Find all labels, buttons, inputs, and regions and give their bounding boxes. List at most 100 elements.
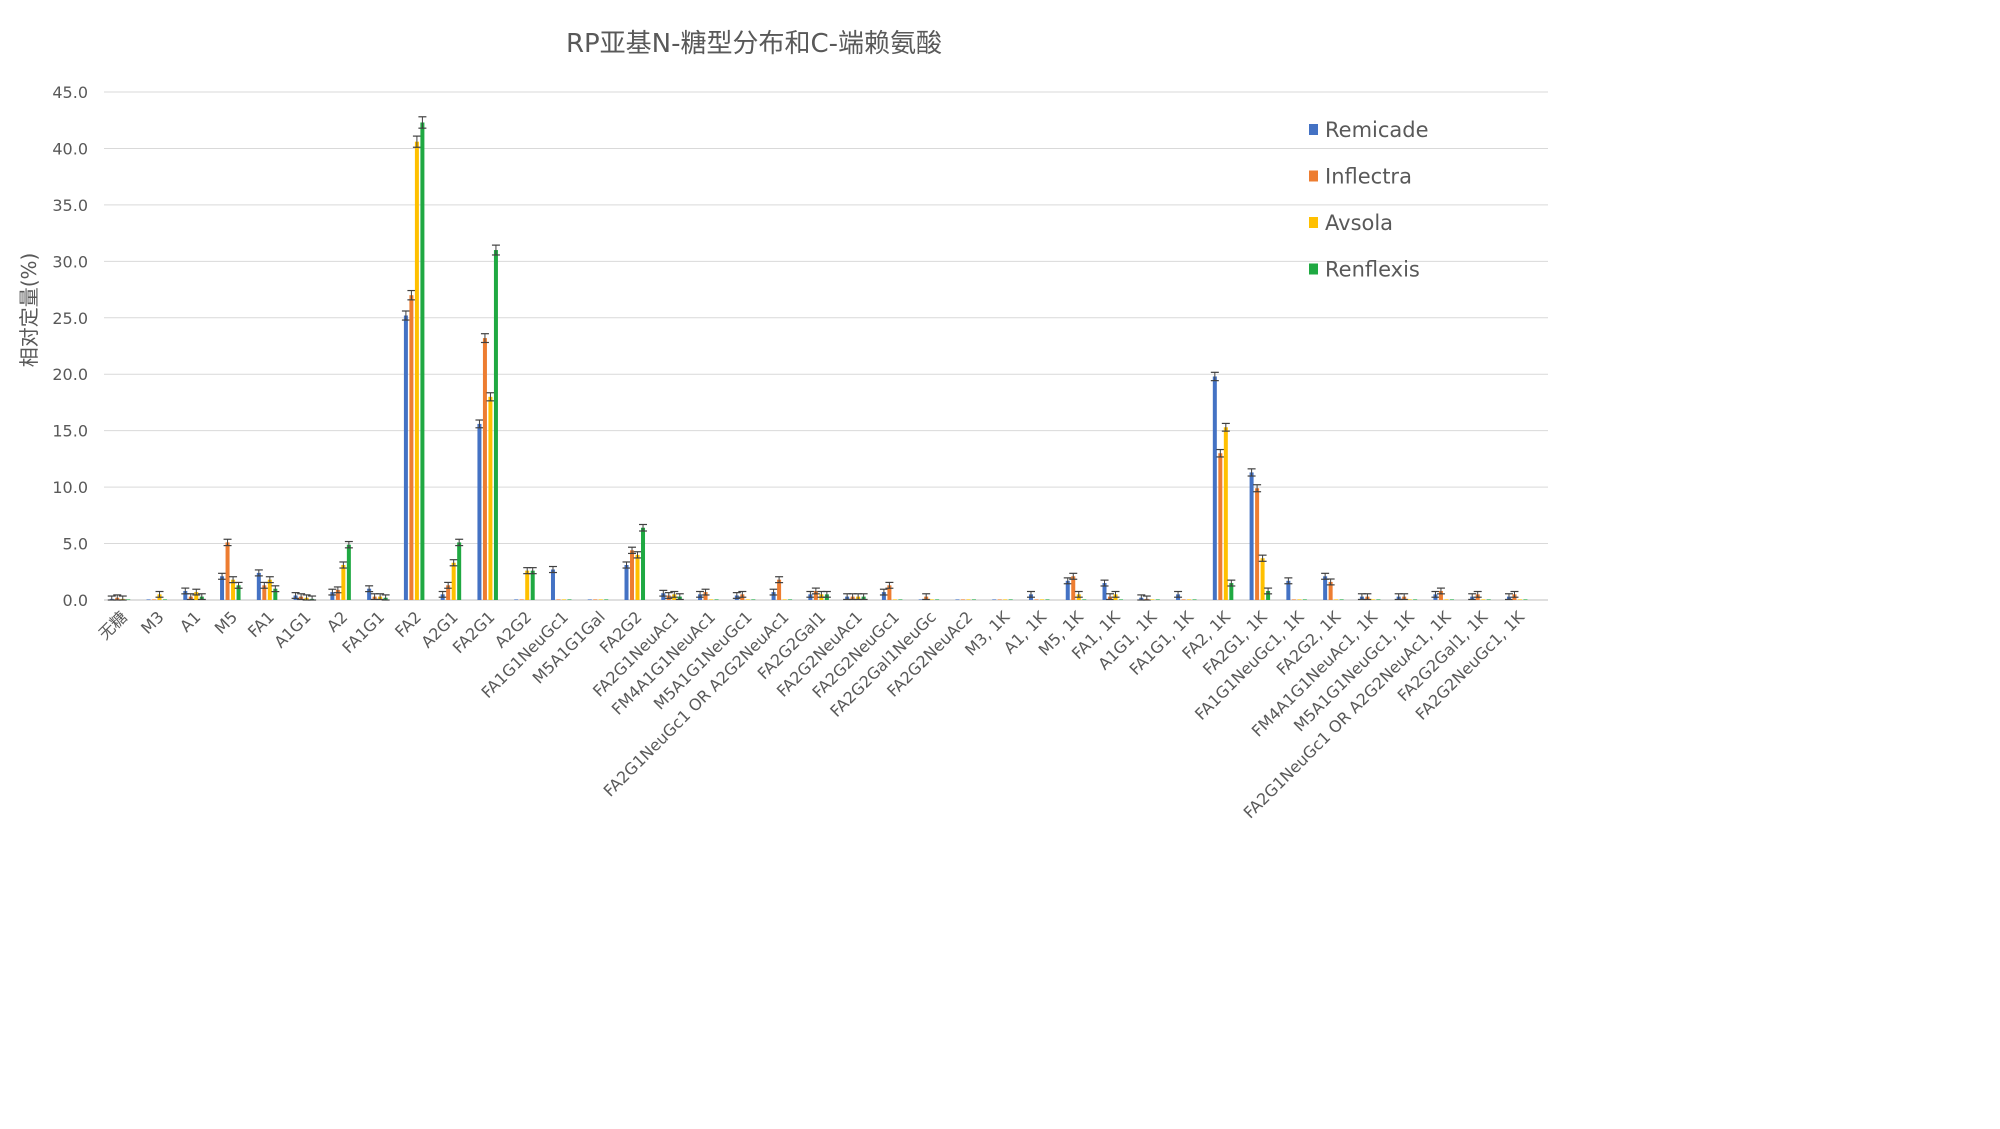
legend-label: Avsola <box>1325 211 1393 235</box>
legend-item: Inflectra <box>1309 165 1412 189</box>
bar <box>1229 583 1234 600</box>
bar <box>641 527 646 600</box>
bar <box>960 599 965 600</box>
bar <box>1339 599 1344 600</box>
bar <box>1449 599 1454 600</box>
bar <box>966 599 971 600</box>
chart-title: RP亚基N-糖型分布和C-端赖氨酸 <box>566 29 942 59</box>
y-tick-label: 35.0 <box>52 196 88 215</box>
bar <box>1218 453 1223 600</box>
bar <box>488 396 493 600</box>
bar <box>561 599 566 600</box>
x-tick-label: A1G1 <box>270 607 314 651</box>
y-tick-label: 10.0 <box>52 478 88 497</box>
bar <box>624 565 629 600</box>
bar <box>593 599 598 600</box>
bar <box>1102 583 1107 600</box>
bar <box>1523 599 1528 600</box>
bars <box>107 116 1528 601</box>
bar <box>598 599 603 600</box>
bar <box>530 570 535 600</box>
legend-label: Inflectra <box>1325 165 1412 189</box>
bar <box>420 122 425 600</box>
bar <box>935 599 940 600</box>
y-axis-title: 相对定量(%) <box>17 253 41 368</box>
bar <box>220 576 225 600</box>
bar <box>152 599 157 600</box>
bar <box>556 599 561 600</box>
bar <box>929 599 934 600</box>
bar <box>587 599 592 600</box>
legend-item: Remicade <box>1309 118 1429 142</box>
bar <box>1082 599 1087 600</box>
bar <box>703 592 708 600</box>
bar <box>771 592 776 600</box>
bar <box>1003 599 1008 600</box>
legend-swatch <box>1309 263 1318 275</box>
bar <box>992 599 997 600</box>
bar <box>1212 376 1217 600</box>
bar <box>971 599 976 600</box>
legend-item: Avsola <box>1309 211 1393 235</box>
bar <box>262 585 267 600</box>
bar <box>273 588 278 600</box>
legend-swatch <box>1309 124 1318 135</box>
x-tick-label: M5 <box>211 607 241 637</box>
bar <box>1517 599 1522 600</box>
bar <box>1255 488 1260 600</box>
x-tick-label: A1 <box>176 607 204 635</box>
bar <box>457 542 462 600</box>
bar <box>714 599 719 600</box>
bar <box>782 599 787 600</box>
bar <box>1260 558 1265 600</box>
bar <box>887 585 892 600</box>
bar <box>493 250 498 601</box>
chart-container: RP亚基N-糖型分布和C-端赖氨酸 相对定量(%) 0.0 5.0 10.0 15.0… <box>17 29 1548 822</box>
bar <box>477 423 482 600</box>
bar <box>126 599 131 600</box>
bar <box>630 550 635 600</box>
bar <box>1223 427 1228 600</box>
bar <box>1150 599 1155 600</box>
bar <box>1249 472 1254 600</box>
bar <box>1297 599 1302 600</box>
legend: Remicade Inflectra Avsola Renflexis <box>1309 118 1429 282</box>
bar <box>519 599 524 600</box>
bar <box>183 590 188 600</box>
bar <box>1302 599 1307 600</box>
bar <box>751 599 756 600</box>
legend-swatch <box>1309 217 1318 228</box>
y-tick-label: 30.0 <box>52 252 88 271</box>
y-tick-label: 25.0 <box>52 309 88 328</box>
bar <box>446 585 451 600</box>
bar <box>256 572 261 600</box>
bar <box>813 590 818 600</box>
bar <box>403 315 408 600</box>
x-tick-label: 无糖 <box>95 607 131 643</box>
y-tick-label: 5.0 <box>63 535 88 554</box>
bar <box>604 599 609 600</box>
bar <box>335 589 340 600</box>
bar <box>1119 599 1124 600</box>
bar <box>1039 599 1044 600</box>
bar <box>1376 599 1381 600</box>
legend-label: Remicade <box>1325 118 1429 142</box>
y-tick-label: 15.0 <box>52 422 88 441</box>
y-tick-label: 0.0 <box>63 591 88 610</box>
bar <box>955 599 960 600</box>
x-tick-label: FA1G1 <box>338 607 388 657</box>
bar <box>1008 599 1013 600</box>
bar <box>881 592 886 600</box>
bar <box>1155 599 1160 600</box>
bar <box>918 599 923 600</box>
bar <box>1444 599 1449 600</box>
bar <box>892 599 897 600</box>
bar <box>997 599 1002 600</box>
bar <box>1071 576 1076 600</box>
legend-item: Renflexis <box>1309 258 1420 282</box>
bar <box>409 295 414 600</box>
x-tick-label: M3 <box>137 607 167 637</box>
x-tick-label: FA2G1 <box>449 607 499 657</box>
bar <box>745 599 750 600</box>
